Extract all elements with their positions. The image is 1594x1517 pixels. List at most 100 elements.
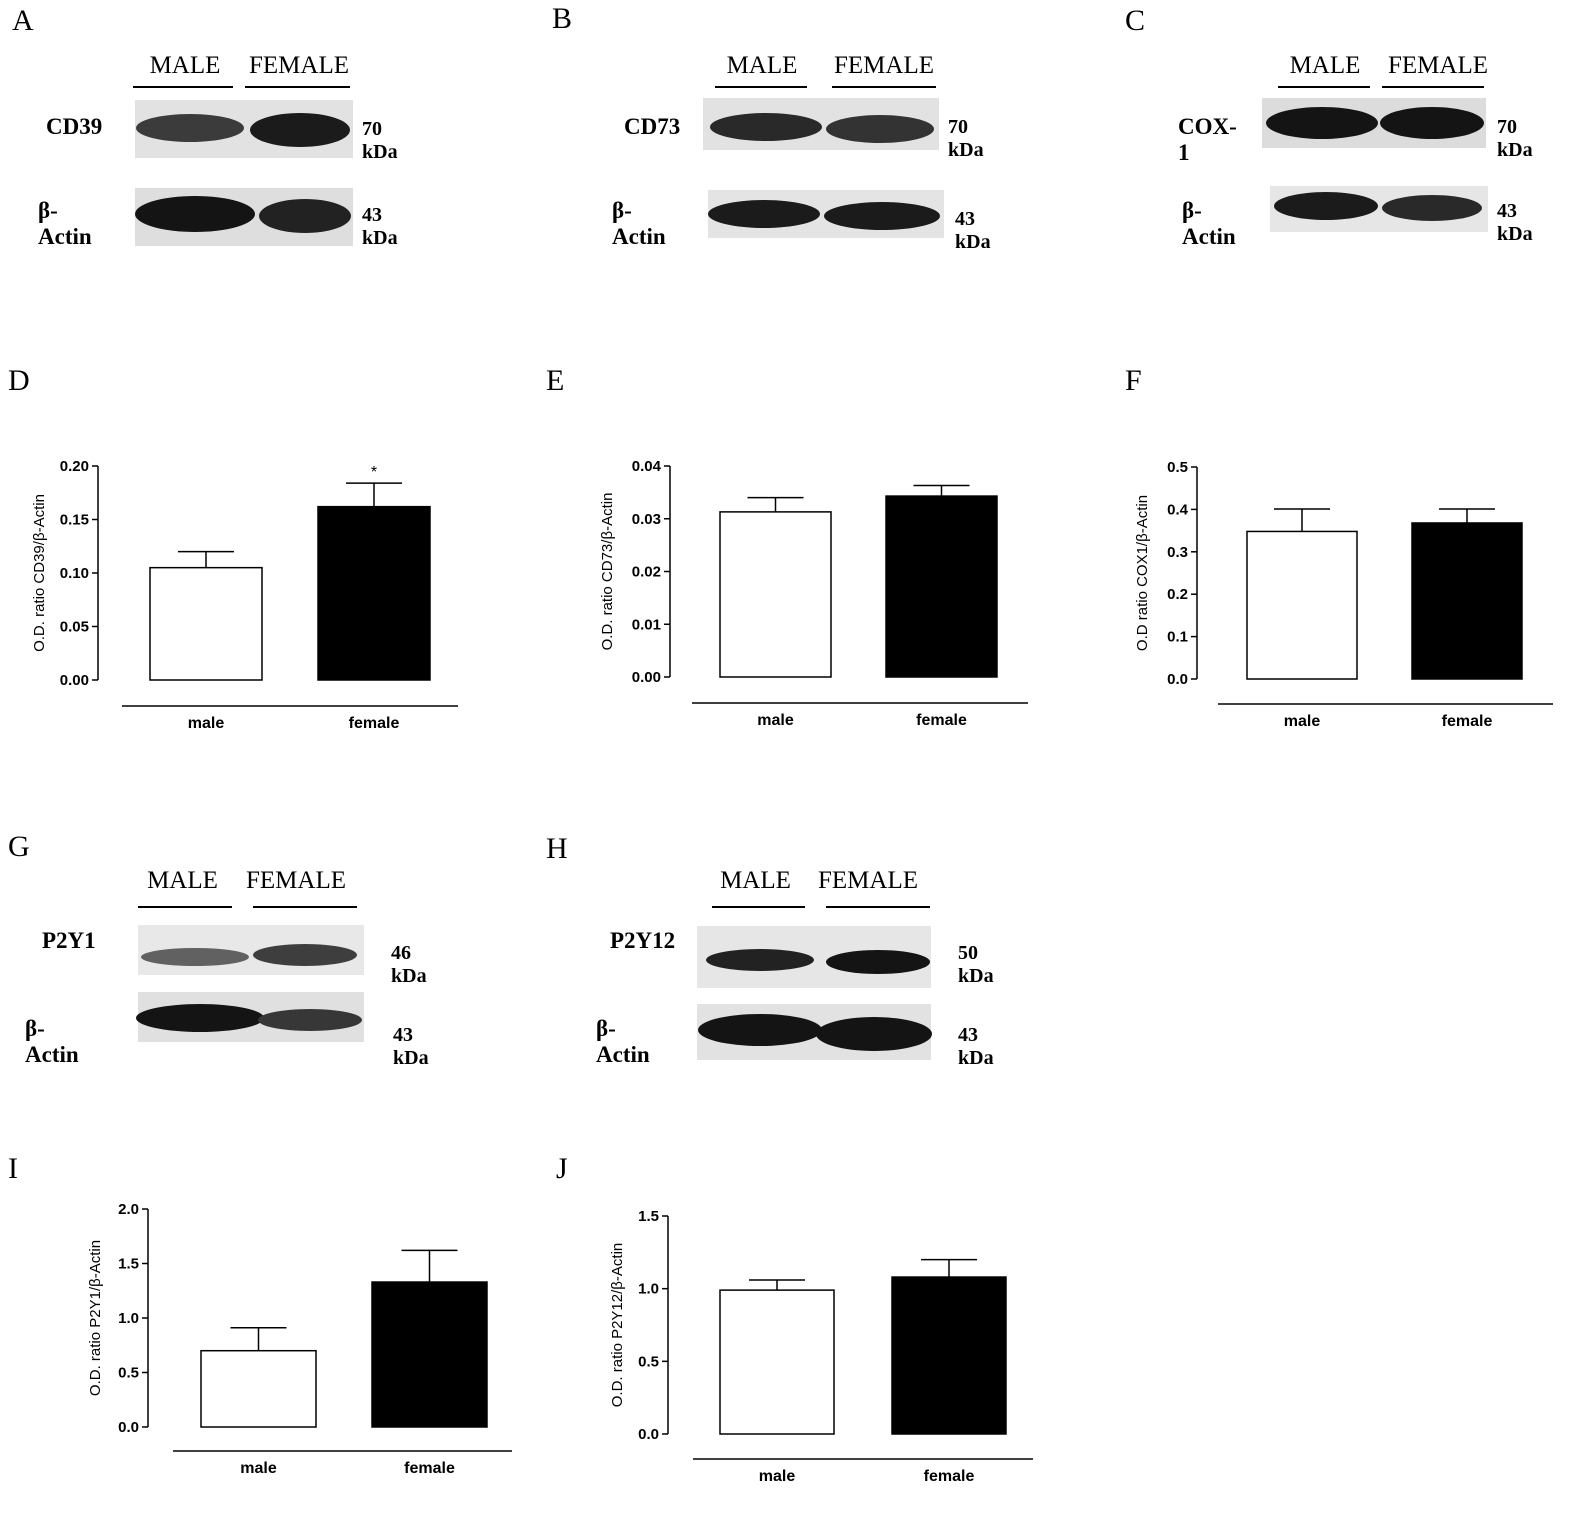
panel-label-b: B [552, 2, 573, 35]
lane-underline [1278, 86, 1370, 88]
protein-label: CD73 [624, 114, 681, 139]
band [708, 200, 820, 228]
y-tick-label: 0.0 [638, 1426, 659, 1443]
blot-image [703, 98, 944, 238]
bar-female [317, 505, 431, 681]
lane-underline [138, 906, 232, 908]
kda-label: 43 kDa [958, 1024, 994, 1069]
bar-female [1411, 522, 1523, 680]
lane-header-female: FEMALE [1388, 52, 1488, 79]
kda-label: 50 kDa [958, 942, 994, 987]
protein-label: β-Actin [38, 198, 92, 249]
y-axis-label: O.D. ratio CD39/β-Actin [31, 494, 48, 652]
band [710, 113, 822, 141]
lane-header-male: MALE [1289, 52, 1361, 79]
band [698, 1014, 822, 1046]
lane-underline [133, 86, 233, 88]
lane-header-female: FEMALE [246, 867, 346, 894]
y-tick-label: 0.5 [638, 1353, 659, 1370]
band [258, 1009, 362, 1031]
y-tick-label: 0.00 [632, 669, 661, 686]
y-tick-label: 0.00 [60, 672, 89, 689]
band [826, 115, 934, 143]
y-tick-label: 0.03 [632, 511, 661, 528]
lane-underline [826, 906, 930, 908]
kda-label: 43 kDa [362, 204, 398, 249]
lane-header-male: MALE [720, 867, 791, 894]
bar-female [891, 1276, 1007, 1435]
band [250, 113, 350, 147]
band [1380, 107, 1484, 139]
panel-label-i: I [8, 1152, 18, 1185]
lane-underline [712, 906, 805, 908]
band [259, 199, 351, 233]
y-axis-label: O.D. ratio CD73/β-Actin [599, 493, 616, 651]
panel-label-a: A [12, 4, 34, 37]
band [1266, 107, 1378, 139]
panel-label-c: C [1125, 4, 1146, 37]
y-tick-label: 1.5 [638, 1208, 659, 1225]
x-tick-label: female [916, 712, 967, 729]
x-tick-label: female [404, 1460, 455, 1477]
protein-label: P2Y1 [42, 928, 96, 953]
y-tick-label: 0.3 [1167, 544, 1188, 561]
y-tick-label: 1.0 [638, 1281, 659, 1298]
protein-label: COX-1 [1178, 114, 1237, 165]
y-tick-label: 1.0 [118, 1310, 139, 1327]
protein-label: CD39 [46, 114, 103, 139]
panel-label-h: H [546, 832, 568, 865]
y-tick-label: 0.15 [60, 512, 89, 529]
band [253, 944, 357, 966]
y-tick-label: 0.5 [1167, 459, 1188, 476]
protein-label: β-Actin [596, 1016, 650, 1067]
y-tick-label: 0.04 [632, 458, 662, 475]
y-tick-label: 0.2 [1167, 586, 1188, 603]
band [824, 202, 940, 230]
lane-underline [832, 86, 936, 88]
band [816, 1017, 932, 1051]
x-tick-label: female [924, 1468, 975, 1485]
lane-underline [715, 86, 807, 88]
band [1382, 195, 1482, 221]
lane-underline [245, 86, 350, 88]
kda-label: 43 kDa [1497, 200, 1533, 245]
protein-label: β-Actin [612, 198, 666, 249]
kda-label: 70 kDa [362, 118, 398, 163]
blot-image [136, 925, 364, 1042]
kda-label: 43 kDa [955, 208, 991, 253]
kda-label: 70 kDa [1497, 116, 1533, 161]
band [136, 1004, 264, 1032]
bar-male [719, 1289, 835, 1435]
y-tick-label: 0.20 [60, 458, 89, 475]
band [135, 196, 255, 232]
blot-image [697, 926, 932, 1060]
bar-male [200, 1349, 317, 1428]
band [706, 949, 814, 971]
panel-label-j: J [556, 1152, 568, 1185]
y-tick-label: 0.0 [118, 1419, 139, 1436]
x-tick-label: female [1442, 713, 1493, 730]
panel-label-f: F [1125, 364, 1142, 397]
bar-male [719, 511, 832, 678]
y-tick-label: 0.10 [60, 565, 89, 582]
lane-header-female: FEMALE [249, 52, 349, 79]
blot-image [1262, 98, 1488, 232]
protein-label: β-Actin [25, 1016, 79, 1067]
bar-female [885, 495, 998, 678]
y-tick-label: 0.02 [632, 564, 661, 581]
y-tick-label: 0.1 [1167, 629, 1188, 646]
kda-label: 43 kDa [393, 1024, 429, 1069]
blot-image [135, 100, 353, 246]
lane-underline [1382, 86, 1484, 88]
x-tick-label: male [757, 712, 794, 729]
x-tick-label: male [759, 1468, 796, 1485]
y-axis-label: O.D. ratio P2Y1/β-Actin [87, 1240, 104, 1396]
y-tick-label: 0.5 [118, 1365, 139, 1382]
bar-male [149, 566, 263, 681]
y-axis-label: O.D ratio COX1/β-Actin [1134, 495, 1151, 651]
x-tick-label: female [349, 715, 400, 732]
